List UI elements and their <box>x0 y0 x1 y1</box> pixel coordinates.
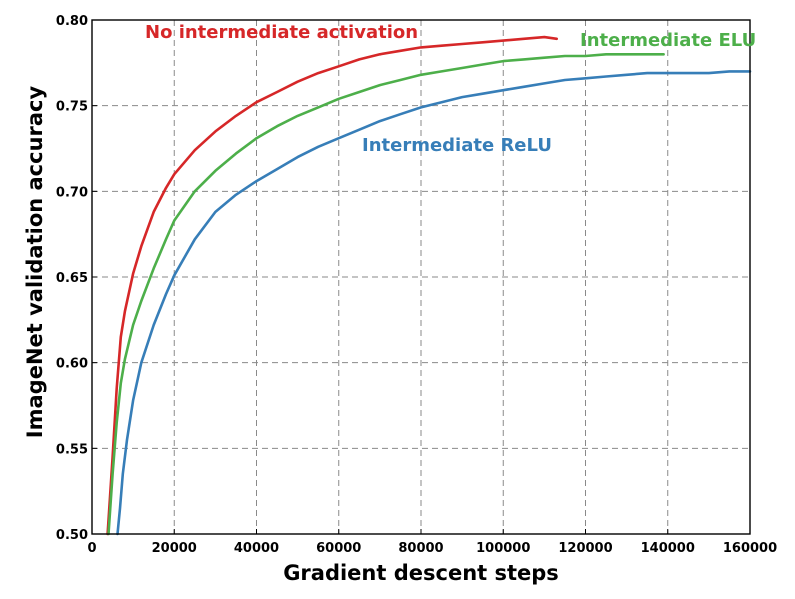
x-tick-label: 20000 <box>152 541 197 556</box>
grid-lines <box>91 19 751 535</box>
y-tick-label: 0.75 <box>56 100 88 115</box>
y-tick-label: 0.65 <box>56 271 88 286</box>
x-tick-label: 60000 <box>316 541 361 556</box>
x-tick-label: 160000 <box>723 541 777 556</box>
plot-frame <box>91 19 751 535</box>
x-tick-label: 140000 <box>641 541 695 556</box>
x-axis-label: Gradient descent steps <box>283 561 559 585</box>
y-axis-label: ImageNet validation accuracy <box>23 86 47 439</box>
series-line-2 <box>107 52 665 536</box>
y-tick-label: 0.55 <box>56 442 88 457</box>
x-tick-label: 40000 <box>234 541 279 556</box>
y-tick-label: 0.50 <box>56 528 88 543</box>
y-tick-label: 0.60 <box>56 357 88 372</box>
x-tick-label: 0 <box>87 541 96 556</box>
series-label-3: Intermediate ReLU <box>362 135 552 156</box>
series-labels: No intermediate activation Intermediate E… <box>145 22 756 156</box>
series-label-1: No intermediate activation <box>145 22 418 43</box>
x-tick-label: 100000 <box>476 541 530 556</box>
y-tick-label: 0.70 <box>56 185 88 200</box>
series-lines <box>106 35 752 536</box>
x-tick-label: 80000 <box>398 541 443 556</box>
series-line-1 <box>106 35 559 536</box>
x-tick-label: 120000 <box>558 541 612 556</box>
series-line-3 <box>116 70 752 536</box>
y-tick-label: 0.80 <box>56 14 88 29</box>
y-tick-labels: 0.50 0.55 0.60 0.65 0.70 0.75 0.80 <box>56 14 88 543</box>
x-tick-labels: 0 20000 40000 60000 80000 100000 120000 140000 1… <box>87 541 777 556</box>
series-label-2: Intermediate ELU <box>580 30 756 51</box>
